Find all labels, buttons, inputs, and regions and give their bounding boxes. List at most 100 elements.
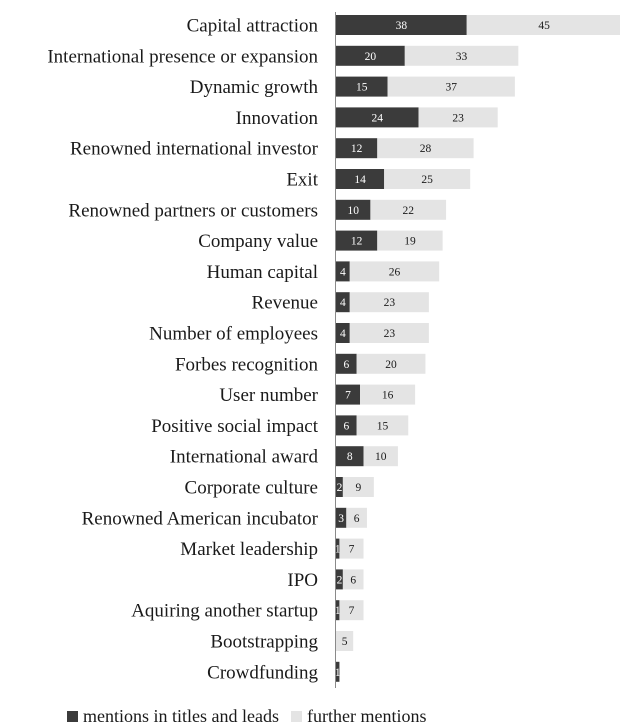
value-label-titles-leads: 8 bbox=[347, 451, 353, 463]
value-label-titles-leads: 12 bbox=[351, 143, 363, 155]
category-label: Corporate culture bbox=[185, 478, 318, 499]
category-label: Aquiring another startup bbox=[131, 601, 318, 622]
value-label-titles-leads: 38 bbox=[396, 20, 408, 32]
value-label-further: 23 bbox=[384, 328, 396, 340]
bar-titles-leads bbox=[336, 353, 357, 374]
bar-further-mentions bbox=[349, 323, 429, 343]
category-label: Renowned international investor bbox=[70, 139, 319, 160]
bar-titles-leads bbox=[336, 138, 378, 159]
legend-swatch-light bbox=[290, 711, 302, 722]
value-label-further: 15 bbox=[377, 420, 389, 432]
category-label: Innovation bbox=[236, 108, 319, 129]
value-label-further: 16 bbox=[382, 390, 394, 402]
legend-label-further: further mentions bbox=[306, 706, 427, 726]
bar-titles-leads bbox=[336, 415, 357, 436]
value-label-further: 9 bbox=[355, 482, 361, 494]
category-label: Forbes recognition bbox=[175, 354, 319, 375]
bar-titles-leads bbox=[336, 230, 378, 251]
bar-titles-leads bbox=[336, 199, 371, 220]
bar-titles-leads bbox=[336, 661, 340, 682]
value-label-titles-leads: 7 bbox=[345, 390, 351, 402]
value-label-further: 6 bbox=[354, 513, 360, 525]
value-label-further: 23 bbox=[452, 112, 464, 124]
category-label: Crowdfunding bbox=[207, 662, 318, 683]
bar-titles-leads bbox=[336, 384, 361, 405]
category-label: IPO bbox=[287, 570, 318, 591]
bar-further-mentions bbox=[339, 600, 364, 621]
bar-further-mentions bbox=[360, 384, 416, 405]
value-label-titles-leads: 1 bbox=[335, 544, 341, 556]
bar-further-mentions bbox=[377, 138, 474, 159]
category-label: Dynamic growth bbox=[190, 77, 319, 98]
value-label-further: 20 bbox=[385, 359, 397, 371]
bar-titles-leads bbox=[336, 446, 364, 467]
bar-further-mentions bbox=[418, 107, 498, 128]
bar-further-mentions bbox=[356, 353, 426, 374]
value-label-further: 23 bbox=[384, 297, 396, 309]
value-label-titles-leads: 12 bbox=[351, 236, 363, 248]
bar-further-mentions bbox=[339, 538, 364, 559]
category-label: Capital attraction bbox=[187, 16, 319, 37]
value-label-further: 45 bbox=[538, 20, 550, 32]
value-label-further: 33 bbox=[456, 51, 468, 63]
value-label-titles-leads: 24 bbox=[372, 112, 384, 124]
category-label: Revenue bbox=[252, 293, 318, 314]
value-label-further: 7 bbox=[349, 544, 355, 556]
value-label-further: 5 bbox=[342, 636, 348, 648]
category-label: Market leadership bbox=[180, 539, 318, 560]
category-label: Bootstrapping bbox=[210, 632, 318, 653]
value-label-titles-leads: 1 bbox=[335, 605, 341, 617]
value-label-titles-leads: 4 bbox=[340, 266, 346, 278]
value-label-further: 25 bbox=[421, 174, 433, 186]
bar-titles-leads bbox=[336, 507, 347, 528]
value-label-further: 7 bbox=[349, 605, 355, 617]
legend-item-further: further mentions bbox=[290, 706, 427, 727]
value-label-titles-leads: 10 bbox=[347, 205, 359, 217]
value-label-titles-leads: 14 bbox=[354, 174, 366, 186]
bar-further-mentions bbox=[384, 169, 471, 189]
legend-label-titles-leads: mentions in titles and leads bbox=[83, 706, 279, 726]
legend-item-titles-leads: mentions in titles and leads bbox=[67, 706, 279, 727]
value-label-further: 28 bbox=[420, 143, 432, 155]
category-label: Exit bbox=[286, 170, 318, 191]
bar-titles-leads bbox=[336, 292, 350, 313]
value-label-further: 37 bbox=[445, 82, 457, 94]
value-label-further: 19 bbox=[404, 236, 416, 248]
bar-further-mentions bbox=[370, 199, 447, 220]
bar-further-mentions bbox=[342, 569, 364, 590]
legend-swatch-dark bbox=[67, 711, 78, 722]
bar-titles-leads bbox=[336, 107, 419, 128]
value-label-titles-leads: 6 bbox=[343, 359, 349, 371]
bar-further-mentions bbox=[404, 45, 519, 66]
bar-further-mentions bbox=[356, 415, 409, 436]
category-label: Renowned partners or customers bbox=[68, 200, 318, 221]
value-label-titles-leads: 6 bbox=[343, 420, 349, 432]
legend: mentions in titles and leads further men… bbox=[67, 706, 438, 727]
bar-further-mentions bbox=[349, 292, 429, 313]
value-label-titles-leads: 2 bbox=[337, 574, 343, 586]
bar-further-mentions bbox=[342, 477, 374, 497]
bar-titles-leads bbox=[336, 569, 343, 590]
bar-further-mentions bbox=[349, 261, 440, 282]
value-label-titles-leads: 20 bbox=[365, 51, 377, 63]
bar-further-mentions bbox=[336, 631, 354, 651]
bar-further-mentions bbox=[346, 507, 367, 528]
bar-titles-leads bbox=[336, 76, 388, 97]
bar-titles-leads bbox=[336, 15, 467, 35]
category-label: International award bbox=[170, 447, 319, 468]
value-label-titles-leads: 4 bbox=[340, 328, 346, 340]
category-label: Human capital bbox=[207, 262, 318, 283]
bar-titles-leads bbox=[336, 45, 405, 66]
bar-titles-leads bbox=[336, 169, 385, 189]
value-label-titles-leads: 2 bbox=[337, 482, 343, 494]
value-label-titles-leads: 1 bbox=[335, 667, 341, 679]
value-label-further: 10 bbox=[375, 451, 387, 463]
bar-further-mentions bbox=[387, 76, 515, 97]
bar-further-mentions bbox=[363, 446, 398, 467]
value-label-titles-leads: 4 bbox=[340, 297, 346, 309]
bar-titles-leads bbox=[336, 261, 350, 282]
bar-further-mentions bbox=[466, 15, 620, 35]
value-label-further: 6 bbox=[350, 574, 356, 586]
